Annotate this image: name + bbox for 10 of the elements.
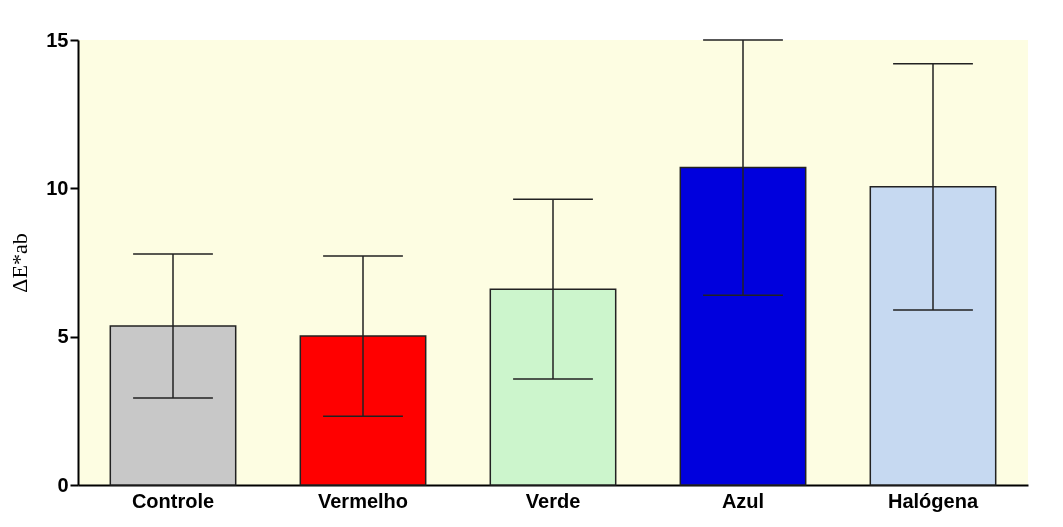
y-tick-label: 5: [57, 325, 69, 348]
x-tick-label: Azul: [721, 489, 765, 512]
x-tick-label: Controle: [131, 489, 215, 512]
y-axis-title: ΔE*ab: [7, 233, 33, 293]
y-tick-label: 10: [46, 176, 69, 199]
y-tick-label: 15: [46, 28, 69, 51]
x-tick-label: Vermelho: [317, 489, 409, 512]
x-tick-label: Halógena: [887, 489, 979, 512]
x-tick-label: Verde: [525, 489, 581, 512]
y-tick-label: 0: [57, 473, 69, 496]
